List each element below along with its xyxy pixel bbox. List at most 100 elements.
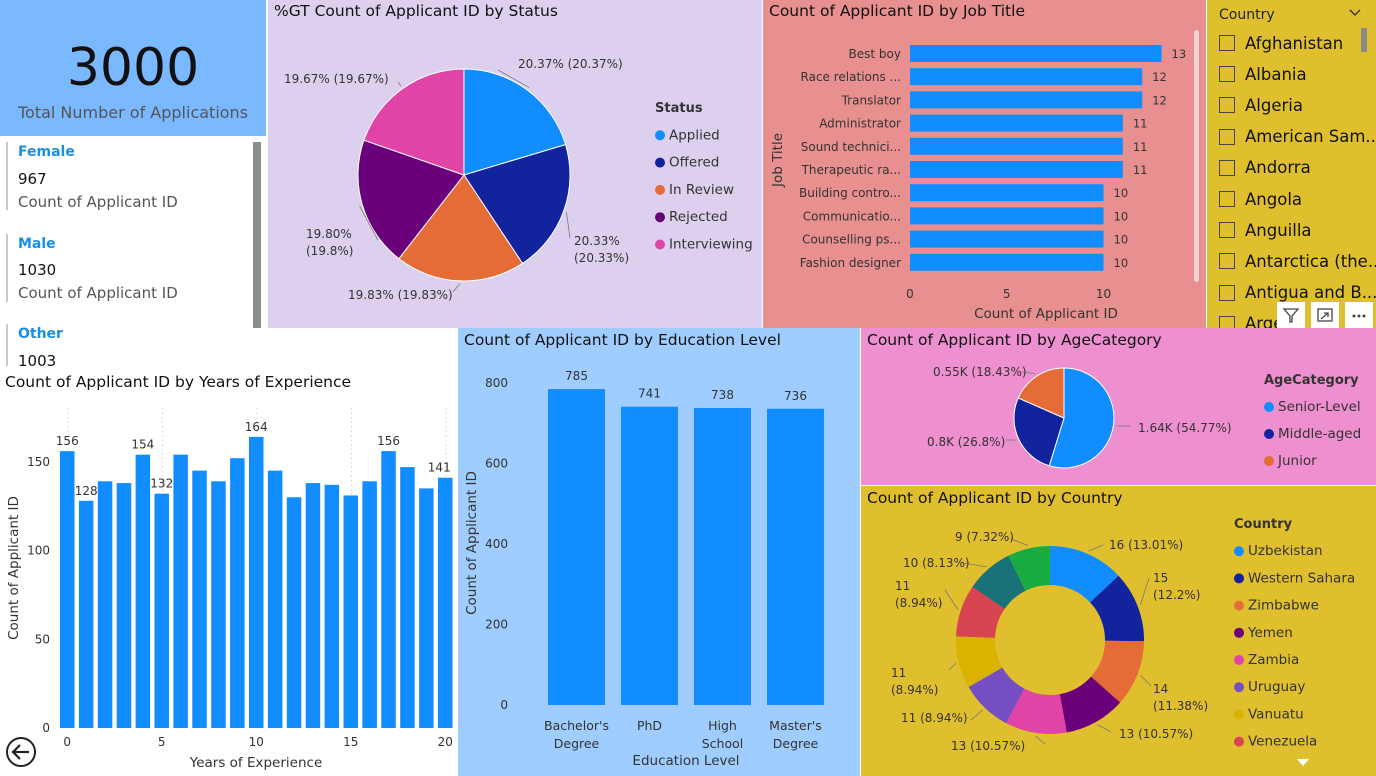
- checkbox-icon[interactable]: [1219, 97, 1235, 114]
- gender-female-value: 967: [18, 170, 47, 188]
- slice-venezuela: [956, 586, 1005, 638]
- bar: [910, 114, 1123, 132]
- slice-junior: [1017, 367, 1065, 419]
- data-label: 0.8K (26.8%): [927, 435, 1005, 449]
- checkbox-icon[interactable]: [1219, 35, 1235, 51]
- y-axis-title: Count of Applicant ID: [464, 471, 480, 615]
- total-applications-value: 3000: [66, 38, 200, 98]
- legend-title: Country: [1234, 517, 1293, 532]
- back-arrow-icon[interactable]: [5, 736, 37, 768]
- bar: [192, 470, 207, 728]
- legend-scroll-down-icon[interactable]: [1295, 754, 1311, 766]
- data-label: 12: [1152, 70, 1167, 84]
- slicer-item[interactable]: Algeria: [1219, 91, 1303, 119]
- data-label: 1.64K (54.77%): [1138, 421, 1232, 435]
- data-label: 13 (10.57%): [951, 739, 1025, 753]
- slicer-item-label: Antigua and B...: [1245, 283, 1376, 303]
- bar: [286, 497, 302, 728]
- x-axis-title: Years of Experience: [189, 755, 323, 771]
- leader-line: [962, 562, 987, 568]
- checkbox-icon[interactable]: [1219, 315, 1235, 328]
- slicer-item[interactable]: American Sam...: [1219, 123, 1376, 151]
- data-label: (11.38%): [1153, 699, 1208, 713]
- bar: [154, 493, 169, 728]
- legend-item: Zambia: [1248, 652, 1299, 668]
- legend-item: Western Sahara: [1248, 570, 1355, 586]
- leader-line: [970, 709, 983, 721]
- slice-zambia: [1006, 688, 1067, 734]
- multi-card-scrollbar[interactable]: [253, 142, 261, 328]
- gender-other-head-visible: Other: [18, 328, 63, 342]
- checkbox-icon[interactable]: [1219, 66, 1235, 83]
- legend-marker: [655, 212, 665, 223]
- data-label: 16 (13.01%): [1109, 538, 1183, 552]
- legend-marker: [1264, 429, 1274, 439]
- slicer-item[interactable]: Andorra: [1219, 154, 1311, 182]
- checkbox-icon[interactable]: [1219, 284, 1235, 301]
- slicer-item[interactable]: Angola: [1219, 185, 1302, 213]
- gender-male-head: Male: [18, 236, 56, 252]
- slicer-item[interactable]: Albania: [1219, 60, 1307, 88]
- slice-middle-aged: [1013, 397, 1065, 467]
- slice-yemen: [1059, 676, 1121, 733]
- more-options-icon[interactable]: [1345, 302, 1373, 328]
- data-label: (19.8%): [306, 244, 353, 258]
- slicer-item-label: Antarctica (the...: [1245, 251, 1376, 271]
- data-label: 156: [377, 434, 400, 448]
- data-label: 12: [1152, 93, 1167, 107]
- x-tick-label: 0: [906, 287, 914, 301]
- y-tick-label: 800: [485, 376, 508, 390]
- gender-female-label: Count of Applicant ID: [18, 193, 178, 211]
- slicer-item[interactable]: Afghanistan: [1219, 29, 1343, 57]
- legend-item: Uruguay: [1248, 679, 1305, 695]
- data-label: 10: [1114, 209, 1129, 223]
- y-tick-label: 0: [42, 721, 50, 735]
- legend-item: Vanuatu: [1248, 706, 1304, 722]
- x-axis-title: Education Level: [632, 753, 739, 769]
- bar: [362, 481, 377, 728]
- slice-vanuatu: [956, 636, 1003, 687]
- legend-marker: [1264, 402, 1274, 412]
- checkbox-icon[interactable]: [1219, 222, 1235, 239]
- bar: [78, 500, 94, 728]
- y-tick-label: 150: [27, 455, 50, 469]
- category-label: Administrator: [819, 117, 901, 131]
- leader-line: [1140, 674, 1152, 687]
- data-label: 156: [56, 434, 79, 448]
- filter-icon[interactable]: [1277, 302, 1305, 328]
- checkbox-icon[interactable]: [1219, 128, 1235, 145]
- education-panel: Count of Applicant ID by Education Level…: [458, 328, 860, 776]
- category-label: Fashion designer: [800, 256, 901, 270]
- slicer-item[interactable]: Anguilla: [1219, 216, 1312, 244]
- slicer-item-label: Andorra: [1245, 158, 1311, 178]
- jobtitle-scrollbar[interactable]: [1194, 30, 1199, 282]
- checkbox-icon[interactable]: [1219, 159, 1235, 176]
- checkbox-icon[interactable]: [1219, 191, 1235, 207]
- slice-applied: [463, 68, 567, 176]
- slicer-scrollbar[interactable]: [1361, 28, 1367, 52]
- legend-marker: [1264, 456, 1274, 466]
- checkbox-icon[interactable]: [1219, 253, 1235, 270]
- focus-mode-icon[interactable]: [1311, 302, 1339, 328]
- leader-line: [948, 663, 957, 671]
- data-label: 738: [711, 388, 734, 402]
- legend-marker: [1234, 655, 1244, 665]
- data-label: 164: [245, 420, 268, 434]
- leader-line: [397, 81, 402, 87]
- country-panel: Count of Applicant ID by Country 16 (13.…: [861, 486, 1376, 776]
- bar: [910, 45, 1162, 62]
- y-axis-title: Job Title: [770, 133, 786, 188]
- slicer-item[interactable]: Antarctica (the...: [1219, 247, 1376, 275]
- slicer-item-label: Albania: [1245, 64, 1307, 84]
- leader-line: [1010, 538, 1029, 546]
- chevron-down-icon[interactable]: [1347, 5, 1363, 21]
- bar: [173, 454, 188, 728]
- data-label: 154: [131, 438, 154, 452]
- leader-line: [1140, 577, 1150, 606]
- slicer-item[interactable]: Antigua and B...: [1219, 279, 1376, 307]
- category-label: Communicatio...: [803, 209, 901, 223]
- country-slicer: Country Afghanistan Albania Algeria America…: [1207, 0, 1376, 328]
- bar: [910, 230, 1104, 248]
- y-tick-label: 400: [485, 537, 508, 551]
- leader-line: [944, 589, 959, 610]
